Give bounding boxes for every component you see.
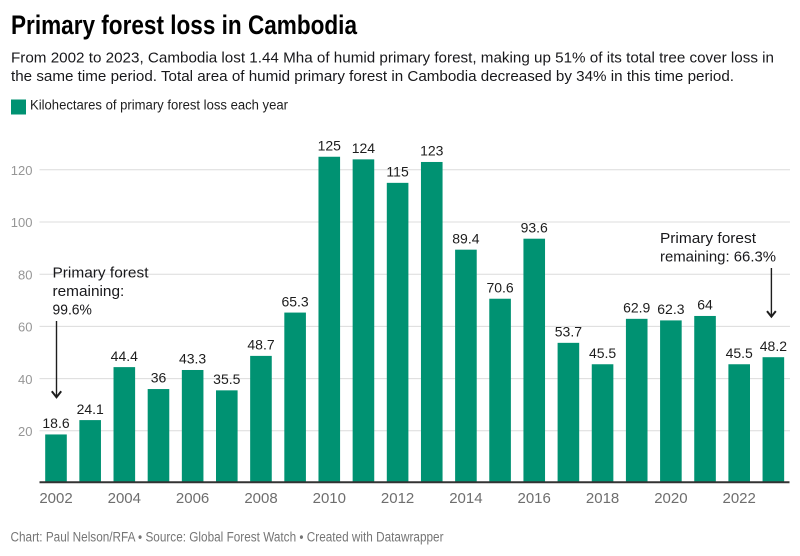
- svg-text:24.1: 24.1: [77, 401, 104, 417]
- svg-text:115: 115: [386, 164, 409, 180]
- svg-text:2016: 2016: [518, 490, 551, 507]
- svg-text:Chart: Paul Nelson/RFA • Sourc: Chart: Paul Nelson/RFA • Source: Global …: [11, 529, 444, 544]
- svg-text:80: 80: [18, 267, 32, 282]
- svg-text:2022: 2022: [723, 490, 756, 507]
- svg-text:2014: 2014: [449, 490, 482, 507]
- svg-text:2008: 2008: [244, 490, 277, 507]
- svg-text:45.5: 45.5: [726, 345, 753, 361]
- svg-text:2020: 2020: [654, 490, 687, 507]
- svg-text:62.3: 62.3: [657, 301, 684, 317]
- svg-text:65.3: 65.3: [281, 293, 308, 309]
- svg-text:Kilohectares of primary forest: Kilohectares of primary forest loss each…: [30, 98, 288, 113]
- svg-text:93.6: 93.6: [521, 219, 548, 235]
- svg-text:18.6: 18.6: [42, 415, 69, 431]
- svg-text:120: 120: [11, 163, 33, 178]
- svg-text:100: 100: [11, 215, 33, 230]
- svg-text:remaining: 66.3%: remaining: 66.3%: [660, 248, 776, 265]
- svg-text:123: 123: [420, 143, 444, 159]
- svg-text:2006: 2006: [176, 490, 209, 507]
- svg-text:Primary forest loss in Cambodi: Primary forest loss in Cambodia: [11, 10, 358, 40]
- svg-text:48.7: 48.7: [247, 337, 274, 353]
- svg-text:124: 124: [352, 140, 376, 156]
- svg-text:2012: 2012: [381, 490, 414, 507]
- svg-text:2004: 2004: [108, 490, 141, 507]
- svg-text:64: 64: [697, 297, 713, 313]
- svg-text:99.6%: 99.6%: [53, 301, 92, 318]
- svg-text:45.5: 45.5: [589, 345, 616, 361]
- svg-text:44.4: 44.4: [111, 348, 138, 364]
- svg-text:125: 125: [318, 137, 342, 153]
- svg-text:53.7: 53.7: [555, 324, 582, 340]
- svg-text:the same time period. Total ar: the same time period. Total area of humi…: [11, 68, 734, 85]
- svg-text:40: 40: [18, 372, 32, 387]
- svg-text:20: 20: [18, 424, 32, 439]
- svg-text:2010: 2010: [313, 490, 346, 507]
- svg-text:35.5: 35.5: [213, 371, 240, 387]
- svg-text:70.6: 70.6: [486, 279, 513, 295]
- svg-text:43.3: 43.3: [179, 351, 206, 367]
- svg-text:89.4: 89.4: [452, 230, 479, 246]
- svg-text:From 2002 to 2023, Cambodia lo: From 2002 to 2023, Cambodia lost 1.44 Mh…: [11, 50, 774, 67]
- svg-text:2018: 2018: [586, 490, 619, 507]
- svg-text:Primary forest: Primary forest: [660, 230, 757, 247]
- svg-text:36: 36: [151, 370, 167, 386]
- svg-text:60: 60: [18, 320, 32, 335]
- svg-text:2002: 2002: [39, 490, 72, 507]
- svg-text:remaining:: remaining:: [53, 283, 125, 300]
- svg-text:Primary forest: Primary forest: [53, 265, 150, 282]
- svg-text:62.9: 62.9: [623, 300, 650, 316]
- svg-text:48.2: 48.2: [760, 338, 787, 354]
